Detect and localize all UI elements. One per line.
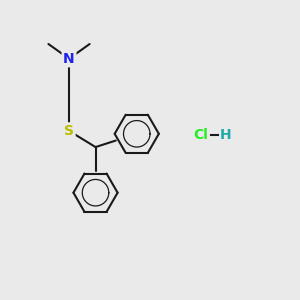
Text: H: H xyxy=(219,128,231,142)
Text: S: S xyxy=(64,124,74,138)
Text: N: N xyxy=(63,52,75,66)
Text: Cl: Cl xyxy=(193,128,208,142)
